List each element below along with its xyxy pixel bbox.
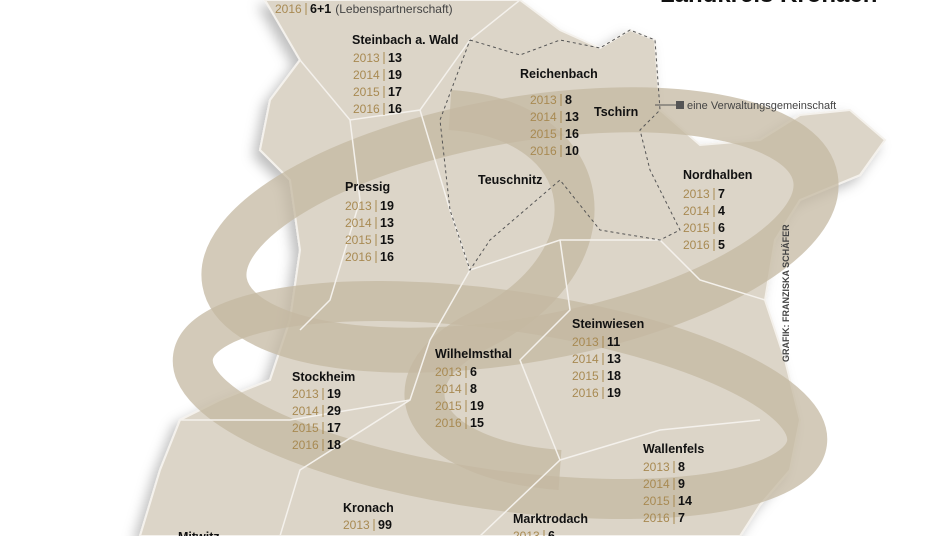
value: 19 bbox=[327, 387, 341, 401]
value: 16 bbox=[565, 127, 579, 141]
value: 19 bbox=[470, 399, 484, 413]
municipality-name: Wallenfels bbox=[643, 442, 704, 456]
value: 29 bbox=[327, 404, 341, 418]
value: 17 bbox=[327, 421, 341, 435]
credit: GRAFIK: FRANZISKA SCHÄFER bbox=[781, 224, 791, 362]
municipality-borders bbox=[180, 0, 766, 536]
year: 2016 bbox=[572, 386, 599, 400]
value: 17 bbox=[388, 85, 402, 99]
year: 2014 bbox=[345, 216, 372, 230]
value: 9 bbox=[678, 477, 685, 491]
year: 2016 bbox=[530, 144, 557, 158]
year: 2016 bbox=[292, 438, 319, 452]
value: 13 bbox=[565, 110, 579, 124]
value: 19 bbox=[380, 199, 394, 213]
year: 2014 bbox=[683, 204, 710, 218]
year: 2015 bbox=[530, 127, 557, 141]
year: 2014 bbox=[643, 477, 670, 491]
value: 13 bbox=[607, 352, 621, 366]
value: 6+1 bbox=[310, 2, 331, 16]
year: 2016 bbox=[643, 511, 670, 525]
map-title: Landkreis Kronach bbox=[660, 0, 877, 8]
value: 8 bbox=[565, 93, 572, 107]
value: 4 bbox=[718, 204, 725, 218]
municipality-name: Nordhalben bbox=[683, 168, 752, 182]
year: 2014 bbox=[530, 110, 557, 124]
year: 2013 bbox=[353, 51, 380, 65]
municipality-name: Steinwiesen bbox=[572, 317, 644, 331]
value: 99 bbox=[378, 518, 392, 532]
value: 11 bbox=[607, 335, 620, 349]
verwaltungsgemeinschaft-border bbox=[439, 29, 681, 272]
value: 6 bbox=[548, 529, 555, 536]
year: 2013 bbox=[513, 529, 540, 536]
year: 2014 bbox=[353, 68, 380, 82]
value: 10 bbox=[565, 144, 579, 158]
year: 2014 bbox=[435, 382, 462, 396]
municipality-name: Marktrodach bbox=[513, 512, 588, 526]
value: 16 bbox=[380, 250, 394, 264]
year: 2014 bbox=[572, 352, 599, 366]
year: 2013 bbox=[343, 518, 370, 532]
year: 2013 bbox=[572, 335, 599, 349]
value: 13 bbox=[388, 51, 402, 65]
year: 2015 bbox=[345, 233, 372, 247]
year: 2013 bbox=[345, 199, 372, 213]
municipality-name: Teuschnitz bbox=[478, 173, 542, 187]
swirl bbox=[172, 87, 839, 520]
value: 6 bbox=[718, 221, 725, 235]
value: 14 bbox=[678, 494, 692, 508]
municipality-name: Tschirn bbox=[594, 105, 638, 119]
municipality-name: Mitwitz bbox=[178, 530, 220, 536]
year: 2013 bbox=[683, 187, 710, 201]
value: 7 bbox=[678, 511, 685, 525]
year: 2013 bbox=[292, 387, 319, 401]
municipality-name: Steinbach a. Wald bbox=[352, 33, 459, 47]
year: 2015 bbox=[435, 399, 462, 413]
year: 2015 bbox=[643, 494, 670, 508]
value: 19 bbox=[388, 68, 402, 82]
year: 2013 bbox=[530, 93, 557, 107]
year: 2016 bbox=[683, 238, 710, 252]
municipality-name: Pressig bbox=[345, 180, 390, 194]
note: (Lebenspartnerschaft) bbox=[335, 2, 452, 16]
year: 2014 bbox=[292, 404, 319, 418]
municipality-name: Wilhelmsthal bbox=[435, 347, 512, 361]
value: 8 bbox=[678, 460, 685, 474]
value: 5 bbox=[718, 238, 725, 252]
year: 2015 bbox=[572, 369, 599, 383]
annotation: eine Verwaltungsgemeinschaft bbox=[687, 100, 836, 112]
municipality-name: Stockheim bbox=[292, 370, 355, 384]
year: 2015 bbox=[683, 221, 710, 235]
legend-swatch bbox=[676, 101, 684, 109]
district-outline bbox=[138, 0, 887, 536]
value: 8 bbox=[470, 382, 477, 396]
year: 2013 bbox=[435, 365, 462, 379]
municipality-name: Kronach bbox=[343, 501, 394, 515]
value: 13 bbox=[380, 216, 394, 230]
year: 2013 bbox=[643, 460, 670, 474]
value: 19 bbox=[607, 386, 621, 400]
value: 16 bbox=[388, 102, 402, 116]
year: 2016 bbox=[345, 250, 372, 264]
value: 6 bbox=[470, 365, 477, 379]
value: 18 bbox=[327, 438, 341, 452]
municipality-name: Reichenbach bbox=[520, 67, 598, 81]
value: 7 bbox=[718, 187, 725, 201]
year: 2016 bbox=[275, 2, 302, 16]
value: 15 bbox=[380, 233, 394, 247]
value: 18 bbox=[607, 369, 621, 383]
value: 15 bbox=[470, 416, 484, 430]
year: 2015 bbox=[353, 85, 380, 99]
year: 2015 bbox=[292, 421, 319, 435]
year: 2016 bbox=[435, 416, 462, 430]
year: 2016 bbox=[353, 102, 380, 116]
